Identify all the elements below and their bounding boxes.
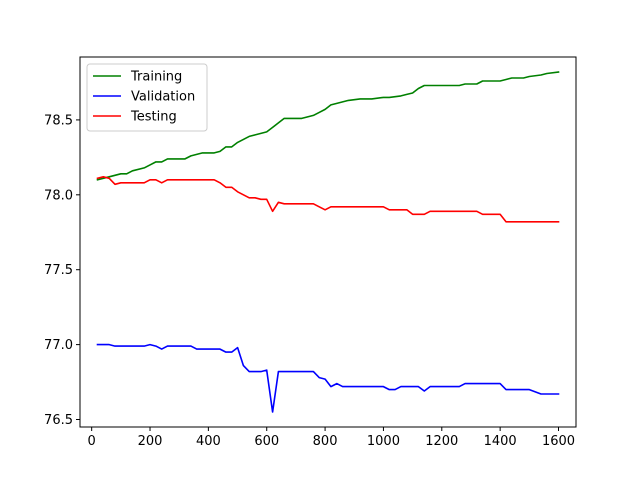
legend-label-testing: Testing: [130, 110, 177, 125]
y-tick-label: 78.0: [44, 188, 73, 203]
x-tick-label: 800: [313, 434, 338, 449]
y-tick-label: 77.5: [44, 263, 73, 278]
x-tick-label: 1000: [367, 434, 400, 449]
x-tick-label: 1400: [484, 434, 517, 449]
legend-label-validation: Validation: [131, 90, 195, 105]
series-line-testing: [96, 176, 560, 223]
legend-box: [86, 63, 208, 132]
y-tick-label: 78.5: [44, 113, 73, 128]
x-tick-label: 0: [88, 434, 96, 449]
axis-layer: 0 200 400 600 800 1000 1200 1400 1600 76.5 77.0 77.…: [44, 113, 575, 449]
legend: Training Validation Testing: [86, 63, 208, 132]
series-layer: [96, 71, 560, 413]
y-tick-label: 76.5: [44, 413, 73, 428]
y-tick-label: 77.0: [44, 338, 73, 353]
plot-frame: [79, 56, 577, 428]
legend-label-training: Training: [130, 70, 182, 85]
series-line-validation: [96, 343, 560, 413]
x-tick-label: 1200: [425, 434, 458, 449]
x-tick-label: 600: [254, 434, 279, 449]
series-line-training: [96, 71, 560, 181]
x-tick-label: 400: [196, 434, 221, 449]
x-tick-label: 1600: [542, 434, 575, 449]
x-tick-label: 200: [138, 434, 163, 449]
